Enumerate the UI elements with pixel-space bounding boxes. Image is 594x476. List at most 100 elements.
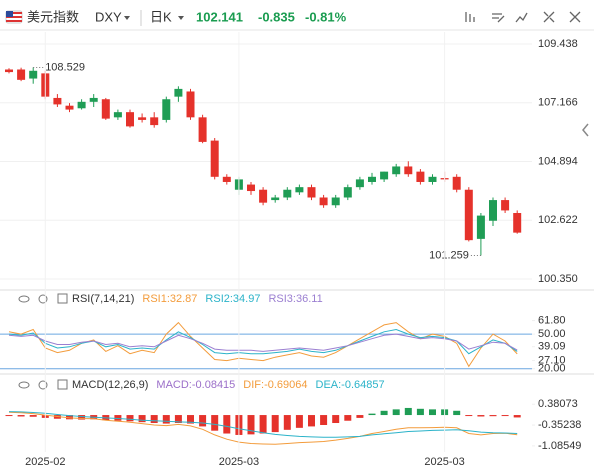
candle-body [17, 69, 26, 80]
candle-body [126, 112, 134, 127]
macd-bar [271, 415, 279, 433]
macd-bar [114, 415, 122, 421]
candle-body [501, 200, 510, 211]
x-tick-label: 2025-03 [219, 456, 259, 468]
legend-entry: RSI3:36.11 [268, 293, 322, 305]
candle-body [174, 88, 183, 97]
macd-bar [501, 415, 509, 417]
macd-bar [126, 415, 134, 422]
candle-body [210, 140, 219, 177]
macd-bar [5, 415, 13, 417]
draw-button[interactable] [492, 13, 505, 23]
legend-entry: RSI2:34.97 [205, 293, 260, 305]
legend-entry: DIF:-0.69064 [243, 379, 307, 391]
candle-body [295, 187, 304, 193]
macd-bar [320, 415, 328, 425]
flag-icon [5, 10, 23, 24]
macd-bar [416, 408, 424, 416]
candle-body [271, 197, 280, 201]
indicator-button[interactable] [465, 12, 475, 22]
dropdown-icon[interactable] [124, 16, 130, 20]
compare-button[interactable] [515, 12, 528, 23]
macd-bar [162, 415, 170, 424]
candle-body [319, 197, 328, 206]
macd-bar [150, 415, 158, 424]
candle-body [259, 189, 268, 203]
candle-body [162, 99, 171, 120]
y-tick-label: 0.38073 [538, 398, 578, 410]
macd-bar [489, 415, 497, 417]
legend-entry: DEA:-0.64857 [316, 379, 385, 391]
gear-icon[interactable] [38, 294, 48, 304]
macd-bar [66, 415, 73, 420]
rsi-line [8, 321, 518, 368]
macd-tools[interactable] [18, 379, 68, 390]
candle-body [53, 97, 62, 105]
candle-body [77, 101, 86, 109]
candle-body [113, 112, 122, 118]
period[interactable]: 日K [150, 9, 172, 24]
candle-body [513, 213, 522, 233]
toolbar[interactable] [465, 11, 581, 23]
candle-body [464, 189, 473, 241]
candle-body [307, 187, 316, 198]
macd-bar [259, 415, 267, 434]
candle-body [331, 197, 340, 206]
macd-bar [453, 410, 461, 416]
macd-bar [138, 415, 146, 423]
candle-body [416, 171, 425, 182]
candle-body [476, 215, 485, 239]
x-tick-label: 2025-03 [424, 456, 464, 468]
symbol[interactable]: DXY [95, 9, 122, 24]
fullscreen-button[interactable] [543, 11, 555, 23]
macd-bar [368, 413, 376, 416]
y-tick-label: 107.166 [538, 97, 578, 109]
macd-line [8, 411, 518, 445]
candle-body [392, 166, 401, 175]
candle-body [452, 176, 461, 190]
candle-body [380, 171, 389, 180]
candle-body [89, 97, 98, 102]
macd-bar [187, 415, 194, 424]
change: -0.835 [258, 9, 295, 24]
candle-body [65, 105, 74, 110]
y-tick-label: 109.438 [538, 38, 578, 50]
add-icon[interactable] [57, 379, 68, 390]
y-tick-label: 100.350 [538, 273, 578, 285]
add-icon[interactable] [57, 293, 68, 304]
macd-bar [356, 415, 364, 418]
y-tick-label: 104.894 [538, 155, 578, 167]
macd-bar [513, 415, 521, 418]
panel-title: RSI(7,14,21) [72, 293, 134, 305]
y-tick-label: 39.09 [538, 341, 566, 353]
legend-entry: MACD:-0.08415 [156, 379, 235, 391]
x-tick-label: 2025-02 [25, 456, 65, 468]
macd-bar [344, 415, 352, 421]
macd-bar [283, 415, 291, 430]
close-button[interactable] [569, 11, 581, 23]
candle-body [101, 99, 110, 119]
y-tick-label: 27.10 [538, 354, 566, 366]
collapse-button[interactable] [582, 123, 589, 137]
macd-bar [78, 415, 86, 420]
candle-body [29, 70, 38, 79]
legend-entry: RSI1:32.87 [142, 293, 197, 305]
panel-title: MACD(12,26,9) [72, 379, 148, 391]
candle-body [368, 176, 376, 182]
macd-bar [295, 415, 303, 428]
candle-body [222, 176, 231, 182]
rsi-tools[interactable] [18, 293, 68, 304]
dropdown-icon[interactable] [178, 16, 184, 20]
macd-bar [211, 415, 219, 431]
candle-body [489, 200, 497, 221]
gear-icon[interactable] [38, 380, 48, 390]
y-tick-label: 102.622 [538, 214, 578, 226]
macd-bar [174, 415, 182, 424]
eye-icon[interactable] [18, 381, 30, 389]
macd-bar [247, 415, 255, 435]
eye-icon[interactable] [18, 295, 30, 303]
y-tick-label: -0.35238 [538, 419, 581, 431]
y-tick-label: 50.00 [538, 328, 566, 340]
